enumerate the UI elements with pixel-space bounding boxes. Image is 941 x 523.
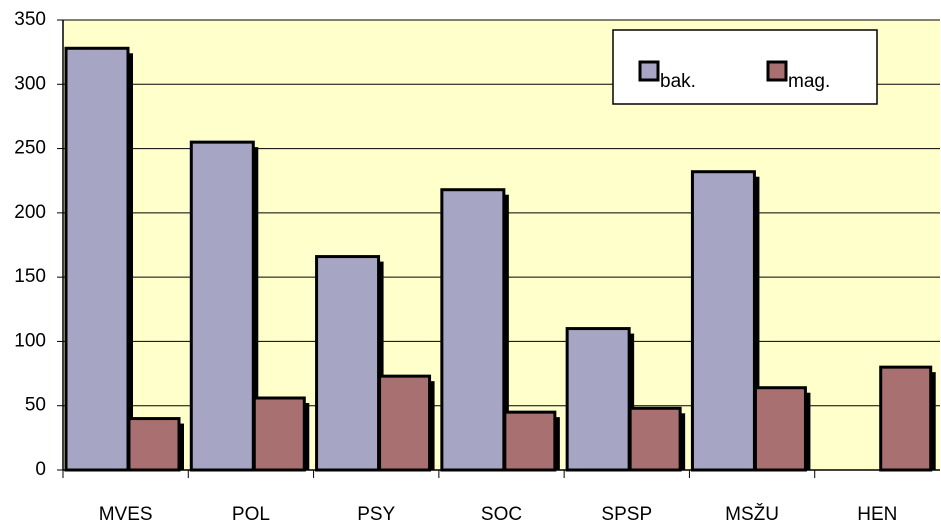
bar <box>378 374 432 472</box>
y-tick-label: 250 <box>14 138 46 159</box>
bar <box>503 410 557 472</box>
y-tick-label: 0 <box>35 459 46 480</box>
legend-swatch <box>638 60 660 82</box>
bar <box>753 386 807 472</box>
x-tick-label: MSŽU <box>725 503 779 523</box>
x-tick-label: PSY <box>357 504 395 523</box>
y-tick-label: 50 <box>25 395 46 416</box>
x-tick-label: MVES <box>99 504 153 523</box>
y-tick-label: 350 <box>14 9 46 30</box>
bar <box>628 406 682 472</box>
y-tick-label: 300 <box>14 73 46 94</box>
x-tick-label: HEN <box>857 504 897 523</box>
x-tick-label: SOC <box>481 504 522 523</box>
bar <box>64 46 130 472</box>
legend-label: mag. <box>788 71 830 92</box>
y-tick-label: 100 <box>14 330 46 351</box>
x-tick-label: SPSP <box>601 504 652 523</box>
bar <box>127 417 181 472</box>
bar <box>440 188 506 472</box>
bar <box>879 365 933 472</box>
legend-swatch <box>766 60 788 82</box>
y-tick-label: 200 <box>14 202 46 223</box>
bar <box>252 396 306 472</box>
bar <box>565 327 631 472</box>
bar <box>690 170 756 472</box>
legend-label: bak. <box>660 71 696 92</box>
x-tick-label: POL <box>232 504 270 523</box>
bar <box>315 255 381 472</box>
y-tick-label: 150 <box>14 266 46 287</box>
bar <box>189 140 255 472</box>
legend-box <box>612 29 878 105</box>
